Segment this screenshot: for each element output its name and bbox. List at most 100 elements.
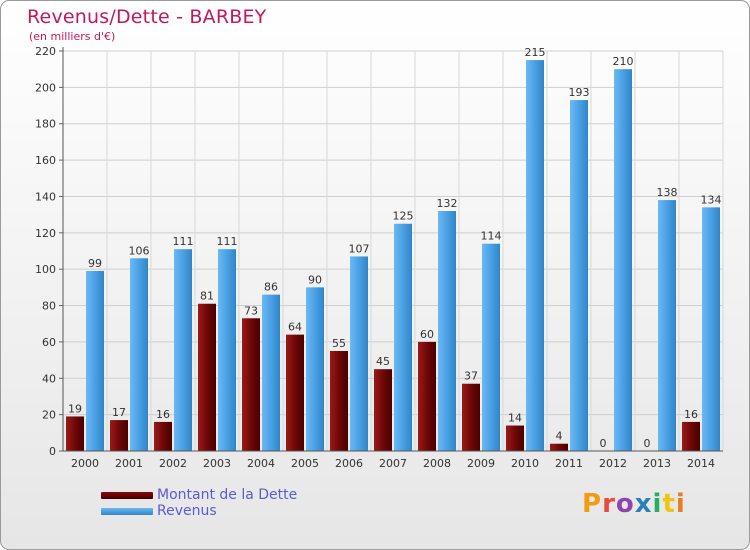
logo-letter: i xyxy=(675,489,686,519)
bar-revenue xyxy=(306,287,324,451)
bar-debt xyxy=(550,443,568,451)
grid-layer xyxy=(62,50,724,451)
legend-item-debt: Montant de la Dette xyxy=(101,487,297,503)
data-label-revenue: 138 xyxy=(657,186,678,199)
logo-letter: o xyxy=(615,489,635,519)
bar-debt xyxy=(462,383,480,451)
x-tick-label: 2000 xyxy=(71,457,99,470)
bar-debt xyxy=(110,420,128,451)
x-tick-label: 2013 xyxy=(643,457,671,470)
data-label-revenue: 134 xyxy=(701,193,722,206)
data-label-debt: 16 xyxy=(684,408,698,421)
data-label-debt: 37 xyxy=(464,370,478,383)
x-tick-label: 2008 xyxy=(423,457,451,470)
bar-debt xyxy=(682,421,700,451)
x-tick-label: 2002 xyxy=(159,457,187,470)
data-label-revenue: 111 xyxy=(173,235,194,248)
x-tick-label: 2009 xyxy=(467,457,495,470)
bar-debt xyxy=(198,303,216,451)
data-label-revenue: 106 xyxy=(129,244,150,257)
y-tick-label: 20 xyxy=(42,409,56,422)
y-tick-label: 180 xyxy=(35,118,56,131)
bar-debt xyxy=(330,351,348,451)
legend-label-revenue: Revenus xyxy=(157,503,217,519)
bar-revenue xyxy=(174,249,192,451)
data-label-debt: 55 xyxy=(332,337,346,350)
chart-title: Revenus/Dette - BARBEY xyxy=(27,6,267,28)
x-tick-label: 2006 xyxy=(335,457,363,470)
logo-letter: x xyxy=(634,489,653,519)
chart-subtitle: (en milliers d'€) xyxy=(29,30,116,43)
bar-revenue xyxy=(394,223,412,451)
y-tick-label: 40 xyxy=(42,372,56,385)
data-label-revenue: 193 xyxy=(569,86,590,99)
bars-layer xyxy=(66,60,720,451)
proxiti-logo: Proxiti xyxy=(582,489,686,519)
bar-revenue xyxy=(262,294,280,451)
logo-letter: P xyxy=(582,489,603,519)
data-label-revenue: 111 xyxy=(217,235,238,248)
x-tick-label: 2010 xyxy=(511,457,539,470)
logo-letter: t xyxy=(662,489,676,519)
bar-debt xyxy=(374,369,392,451)
bar-debt xyxy=(154,421,172,451)
bar-revenue xyxy=(614,69,632,451)
bar-revenue xyxy=(570,100,588,451)
data-label-debt: 60 xyxy=(420,328,434,341)
x-tick-label: 2005 xyxy=(291,457,319,470)
legend-label-debt: Montant de la Dette xyxy=(157,487,298,503)
logo-letter: i xyxy=(652,489,663,519)
data-label-debt: 16 xyxy=(156,408,170,421)
y-tick-label: 60 xyxy=(42,336,56,349)
y-tick-label: 220 xyxy=(35,45,56,58)
data-label-revenue: 114 xyxy=(481,230,502,243)
legend-swatch-debt xyxy=(101,491,153,499)
bar-revenue xyxy=(702,207,720,451)
bar-revenue xyxy=(526,60,544,451)
logo-letter: r xyxy=(602,489,616,519)
data-label-revenue: 132 xyxy=(437,197,458,210)
bar-debt xyxy=(242,318,260,451)
value-labels-layer: 19 99 17 106 16 111 81 111 73 86 64 90 55 107 45 125 60 1… xyxy=(68,46,722,450)
bar-revenue xyxy=(350,256,368,451)
bar-debt xyxy=(66,416,84,451)
y-tick-label: 100 xyxy=(35,263,56,276)
bar-revenue xyxy=(438,211,456,451)
bar-revenue xyxy=(482,243,500,451)
x-tick-label: 2004 xyxy=(247,457,275,470)
bar-revenue xyxy=(130,258,148,451)
legend-item-revenue: Revenus xyxy=(101,503,297,519)
x-tick-label: 2011 xyxy=(555,457,583,470)
x-tick-label: 2003 xyxy=(203,457,231,470)
data-label-debt: 19 xyxy=(68,402,82,415)
bar-revenue xyxy=(218,249,236,451)
data-label-revenue: 86 xyxy=(264,281,278,294)
y-tick-label: 200 xyxy=(35,81,56,94)
data-label-revenue: 215 xyxy=(525,46,546,59)
data-label-revenue: 125 xyxy=(393,210,414,223)
data-label-revenue: 210 xyxy=(613,55,634,68)
y-tick-label: 140 xyxy=(35,190,56,203)
data-label-revenue: 99 xyxy=(88,257,102,270)
data-label-debt: 14 xyxy=(508,412,522,425)
data-label-debt: 0 xyxy=(644,437,651,450)
legend: Montant de la Dette Revenus xyxy=(101,487,297,519)
y-tick-label: 120 xyxy=(35,227,56,240)
data-label-debt: 64 xyxy=(288,321,302,334)
data-label-debt: 0 xyxy=(600,437,607,450)
x-tick-label: 2014 xyxy=(687,457,715,470)
data-label-debt: 81 xyxy=(200,290,214,303)
data-label-revenue: 90 xyxy=(308,273,322,286)
bar-debt xyxy=(418,341,436,451)
bar-debt xyxy=(286,334,304,451)
x-tick-label: 2007 xyxy=(379,457,407,470)
data-label-revenue: 107 xyxy=(349,242,370,255)
y-tick-label: 0 xyxy=(49,445,56,458)
bar-debt xyxy=(506,425,524,451)
y-tick-label: 160 xyxy=(35,154,56,167)
x-tick-label: 2001 xyxy=(115,457,143,470)
data-label-debt: 17 xyxy=(112,406,126,419)
